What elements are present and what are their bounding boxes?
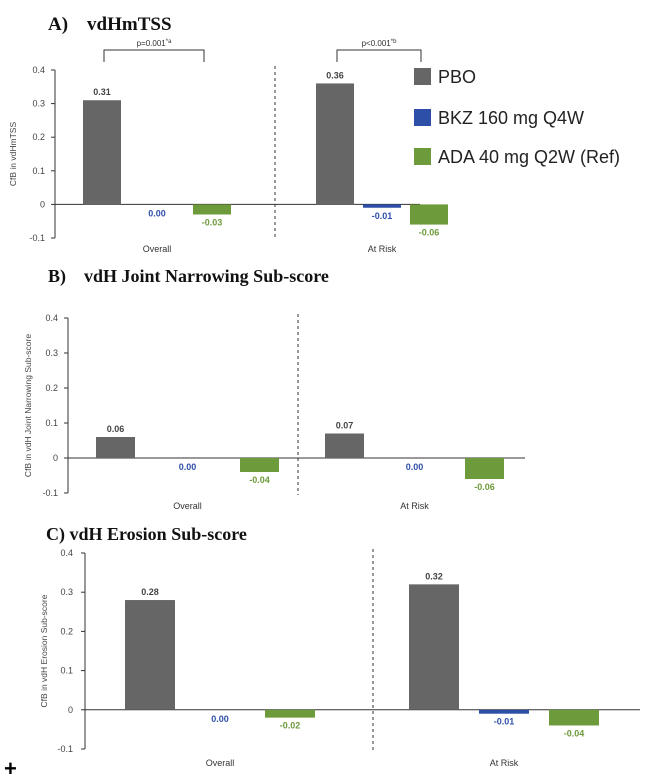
- data-label: 0.06: [107, 424, 125, 434]
- bar-pbo-at-risk: [409, 584, 459, 710]
- legend-label-bkz: BKZ 160 mg Q4W: [438, 108, 584, 128]
- y-tick-label: 0.4: [32, 65, 45, 75]
- y-tick-label: -0.1: [29, 233, 45, 243]
- panel-c-title: C) vdH Erosion Sub-score: [46, 524, 247, 545]
- bar-ada-at-risk: [410, 204, 448, 225]
- category-label-overall: Overall: [173, 501, 202, 511]
- y-tick-label: 0: [53, 453, 58, 463]
- data-label: -0.01: [494, 717, 515, 727]
- y-tick-label: -0.1: [42, 488, 58, 498]
- bar-pbo-overall: [125, 600, 175, 710]
- y-axis-label: CfB in vdHmTSS: [8, 122, 18, 187]
- category-label-overall: Overall: [206, 758, 235, 768]
- bar-ada-overall: [265, 709, 315, 718]
- legend-swatch-ada: [414, 148, 431, 165]
- y-tick-label: -0.1: [57, 744, 73, 754]
- y-tick-label: 0.3: [60, 587, 73, 597]
- legend: PBO BKZ 160 mg Q4W ADA 40 mg Q2W (Ref): [414, 67, 620, 167]
- bar-pbo-at-risk: [325, 433, 364, 458]
- bar-bkz-at-risk: [363, 204, 401, 208]
- y-tick-label: 0.4: [60, 548, 73, 558]
- data-label: 0.36: [326, 70, 344, 80]
- y-tick-label: 0.2: [60, 626, 73, 636]
- significance-bracket: [103, 49, 205, 62]
- bar-ada-at-risk: [465, 458, 504, 479]
- chart-panel-c: -0.1 0 0.1 0.2 0.3 0.4 CfB in vdH Erosion Sub-…: [39, 548, 640, 768]
- chart-panel-b: -0.1 0 0.1 0.2 0.3 0.4 CfB in vdH Joint Narrow…: [23, 313, 525, 511]
- y-tick-label: 0.2: [45, 383, 58, 393]
- p-value-annotation: p=0.001*a: [137, 39, 172, 48]
- chart-panel-a: -0.1 0 0.1 0.2 0.3 0.4 CfB in vdHmTSS 0.31 0.00 -…: [8, 39, 448, 254]
- bar-ada-overall: [193, 204, 231, 215]
- y-tick-label: 0.2: [32, 132, 45, 142]
- data-label: -0.06: [474, 482, 495, 492]
- data-label: 0.32: [425, 571, 443, 581]
- data-label: 0.07: [336, 421, 354, 431]
- bar-pbo-overall: [83, 100, 121, 205]
- y-tick-label: 0.3: [45, 348, 58, 358]
- data-label: -0.06: [419, 228, 440, 238]
- significance-bracket: [336, 49, 422, 62]
- footer-plus-mark: +: [4, 756, 17, 778]
- y-tick-label: 0.1: [45, 418, 58, 428]
- bar-ada-overall: [240, 458, 279, 472]
- data-label: -0.04: [564, 728, 585, 738]
- bar-pbo-overall: [96, 437, 135, 458]
- y-tick-label: 0.1: [32, 166, 45, 176]
- bar-ada-at-risk: [549, 709, 599, 726]
- data-label: 0.31: [93, 87, 111, 97]
- data-label: -0.01: [372, 211, 393, 221]
- data-label: -0.02: [280, 721, 301, 731]
- category-label-overall: Overall: [143, 244, 172, 254]
- y-tick-label: 0.1: [60, 666, 73, 676]
- panel-a-title: A) vdHmTSS: [48, 14, 172, 35]
- data-label: 0.00: [179, 462, 197, 472]
- legend-label-ada: ADA 40 mg Q2W (Ref): [438, 147, 620, 167]
- data-label: 0.00: [148, 208, 166, 218]
- legend-swatch-bkz: [414, 109, 431, 126]
- y-tick-label: 0.3: [32, 99, 45, 109]
- y-tick-label: 0: [68, 705, 73, 715]
- data-label: -0.03: [202, 217, 223, 227]
- y-tick-label: 0.4: [45, 313, 58, 323]
- data-label: 0.00: [211, 714, 229, 724]
- panel-b-title: B) vdH Joint Narrowing Sub-score: [48, 266, 329, 287]
- p-value-annotation: p<0.001*b: [362, 39, 397, 48]
- category-label-at-risk: At Risk: [490, 758, 519, 768]
- bar-pbo-at-risk: [316, 83, 354, 205]
- legend-swatch-pbo: [414, 68, 431, 85]
- y-tick-label: 0: [40, 199, 45, 209]
- category-label-at-risk: At Risk: [400, 501, 429, 511]
- data-label: 0.28: [141, 587, 159, 597]
- category-label-at-risk: At Risk: [368, 244, 397, 254]
- y-axis-label: CfB in vdH Joint Narrowing Sub-score: [23, 334, 33, 477]
- legend-label-pbo: PBO: [438, 67, 476, 87]
- data-label: 0.00: [406, 462, 424, 472]
- bar-bkz-at-risk: [479, 709, 529, 714]
- data-label: -0.04: [249, 475, 270, 485]
- y-axis-label: CfB in vdH Erosion Sub-score: [39, 594, 49, 707]
